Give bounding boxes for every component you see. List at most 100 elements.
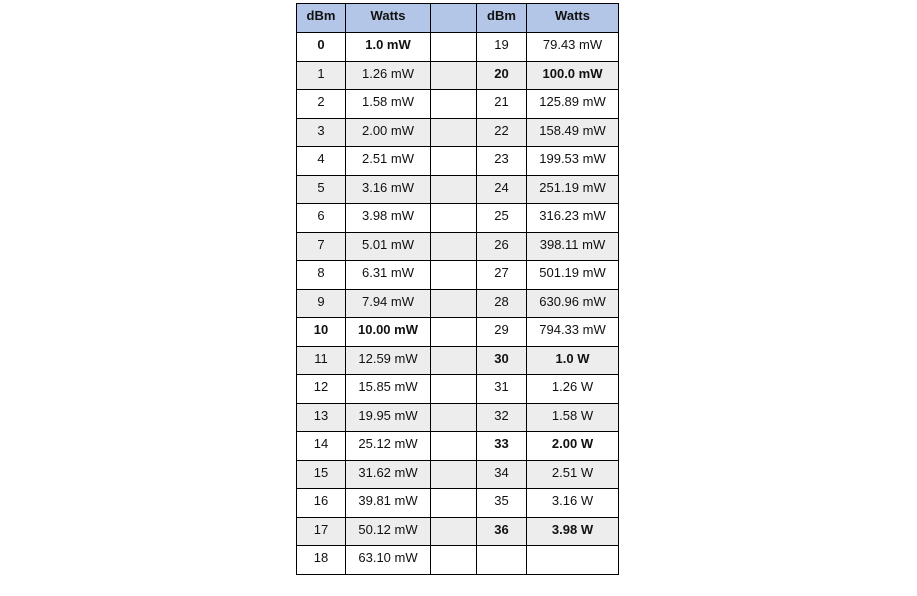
cell-spacer [430, 60, 477, 90]
cell-watts: 12.59 mW [345, 345, 431, 375]
cell-dbm: 13 [296, 402, 346, 432]
cell-dbm: 24 [476, 174, 527, 204]
cell-watts: 1.0 W [526, 345, 619, 375]
table-row: 11 12.59 mW 30 1.0 W [296, 345, 619, 375]
cell-watts: 5.01 mW [345, 231, 431, 261]
cell-watts: 2.51 mW [345, 146, 431, 176]
cell-dbm [476, 545, 527, 575]
cell-watts: 199.53 mW [526, 146, 619, 176]
cell-watts: 251.19 mW [526, 174, 619, 204]
cell-dbm: 34 [476, 459, 527, 489]
cell-spacer [430, 516, 477, 546]
cell-watts: 63.10 mW [345, 545, 431, 575]
cell-watts: 3.98 mW [345, 203, 431, 233]
table-body: 0 1.0 mW 19 79.43 mW 1 1.26 mW 20 100.0 mW 2 1.58… [296, 32, 619, 575]
cell-dbm: 26 [476, 231, 527, 261]
cell-dbm: 15 [296, 459, 346, 489]
cell-watts: 50.12 mW [345, 516, 431, 546]
cell-watts: 1.26 W [526, 374, 619, 404]
cell-spacer [430, 374, 477, 404]
cell-watts: 158.49 mW [526, 117, 619, 147]
cell-watts: 31.62 mW [345, 459, 431, 489]
cell-watts: 501.19 mW [526, 260, 619, 290]
cell-watts: 794.33 mW [526, 317, 619, 347]
cell-dbm: 29 [476, 317, 527, 347]
cell-spacer [430, 174, 477, 204]
cell-watts: 100.0 mW [526, 60, 619, 90]
cell-spacer [430, 459, 477, 489]
header-watts-left: Watts [345, 3, 431, 33]
cell-spacer [430, 345, 477, 375]
cell-watts: 7.94 mW [345, 288, 431, 318]
cell-dbm: 21 [476, 89, 527, 119]
cell-watts: 15.85 mW [345, 374, 431, 404]
cell-dbm: 2 [296, 89, 346, 119]
cell-dbm: 28 [476, 288, 527, 318]
cell-dbm: 27 [476, 260, 527, 290]
table-row: 3 2.00 mW 22 158.49 mW [296, 117, 619, 147]
cell-dbm: 18 [296, 545, 346, 575]
cell-watts: 1.26 mW [345, 60, 431, 90]
table-row: 17 50.12 mW 36 3.98 W [296, 516, 619, 546]
cell-spacer [430, 231, 477, 261]
cell-dbm: 6 [296, 203, 346, 233]
cell-dbm: 30 [476, 345, 527, 375]
cell-dbm: 5 [296, 174, 346, 204]
cell-dbm: 11 [296, 345, 346, 375]
table-row: 0 1.0 mW 19 79.43 mW [296, 32, 619, 62]
cell-dbm: 10 [296, 317, 346, 347]
table-row: 14 25.12 mW 33 2.00 W [296, 431, 619, 461]
cell-spacer [430, 545, 477, 575]
table-row: 4 2.51 mW 23 199.53 mW [296, 146, 619, 176]
cell-watts [526, 545, 619, 575]
table-row: 13 19.95 mW 32 1.58 W [296, 402, 619, 432]
cell-dbm: 25 [476, 203, 527, 233]
header-watts-right: Watts [526, 3, 619, 33]
table-row: 9 7.94 mW 28 630.96 mW [296, 288, 619, 318]
cell-watts: 3.16 W [526, 488, 619, 518]
cell-spacer [430, 402, 477, 432]
cell-watts: 3.16 mW [345, 174, 431, 204]
table-row: 6 3.98 mW 25 316.23 mW [296, 203, 619, 233]
cell-dbm: 1 [296, 60, 346, 90]
cell-spacer [430, 260, 477, 290]
table-row: 16 39.81 mW 35 3.16 W [296, 488, 619, 518]
cell-dbm: 8 [296, 260, 346, 290]
cell-watts: 2.51 W [526, 459, 619, 489]
cell-dbm: 7 [296, 231, 346, 261]
cell-dbm: 0 [296, 32, 346, 62]
cell-spacer [430, 317, 477, 347]
cell-spacer [430, 203, 477, 233]
cell-dbm: 16 [296, 488, 346, 518]
table-row: 8 6.31 mW 27 501.19 mW [296, 260, 619, 290]
cell-dbm: 12 [296, 374, 346, 404]
table-row: 7 5.01 mW 26 398.11 mW [296, 231, 619, 261]
cell-spacer [430, 146, 477, 176]
cell-watts: 2.00 W [526, 431, 619, 461]
cell-dbm: 32 [476, 402, 527, 432]
cell-watts: 1.58 mW [345, 89, 431, 119]
cell-spacer [430, 117, 477, 147]
cell-watts: 630.96 mW [526, 288, 619, 318]
table-row: 1 1.26 mW 20 100.0 mW [296, 60, 619, 90]
cell-dbm: 23 [476, 146, 527, 176]
header-spacer [430, 3, 477, 33]
cell-watts: 316.23 mW [526, 203, 619, 233]
cell-watts: 10.00 mW [345, 317, 431, 347]
cell-dbm: 9 [296, 288, 346, 318]
table-row: 2 1.58 mW 21 125.89 mW [296, 89, 619, 119]
cell-watts: 19.95 mW [345, 402, 431, 432]
cell-dbm: 22 [476, 117, 527, 147]
header-row: dBm Watts dBm Watts [296, 3, 619, 33]
cell-dbm: 33 [476, 431, 527, 461]
cell-watts: 25.12 mW [345, 431, 431, 461]
cell-spacer [430, 288, 477, 318]
cell-dbm: 14 [296, 431, 346, 461]
cell-watts: 1.0 mW [345, 32, 431, 62]
table-row: 5 3.16 mW 24 251.19 mW [296, 174, 619, 204]
cell-dbm: 3 [296, 117, 346, 147]
cell-watts: 39.81 mW [345, 488, 431, 518]
cell-watts: 398.11 mW [526, 231, 619, 261]
cell-watts: 2.00 mW [345, 117, 431, 147]
cell-watts: 79.43 mW [526, 32, 619, 62]
